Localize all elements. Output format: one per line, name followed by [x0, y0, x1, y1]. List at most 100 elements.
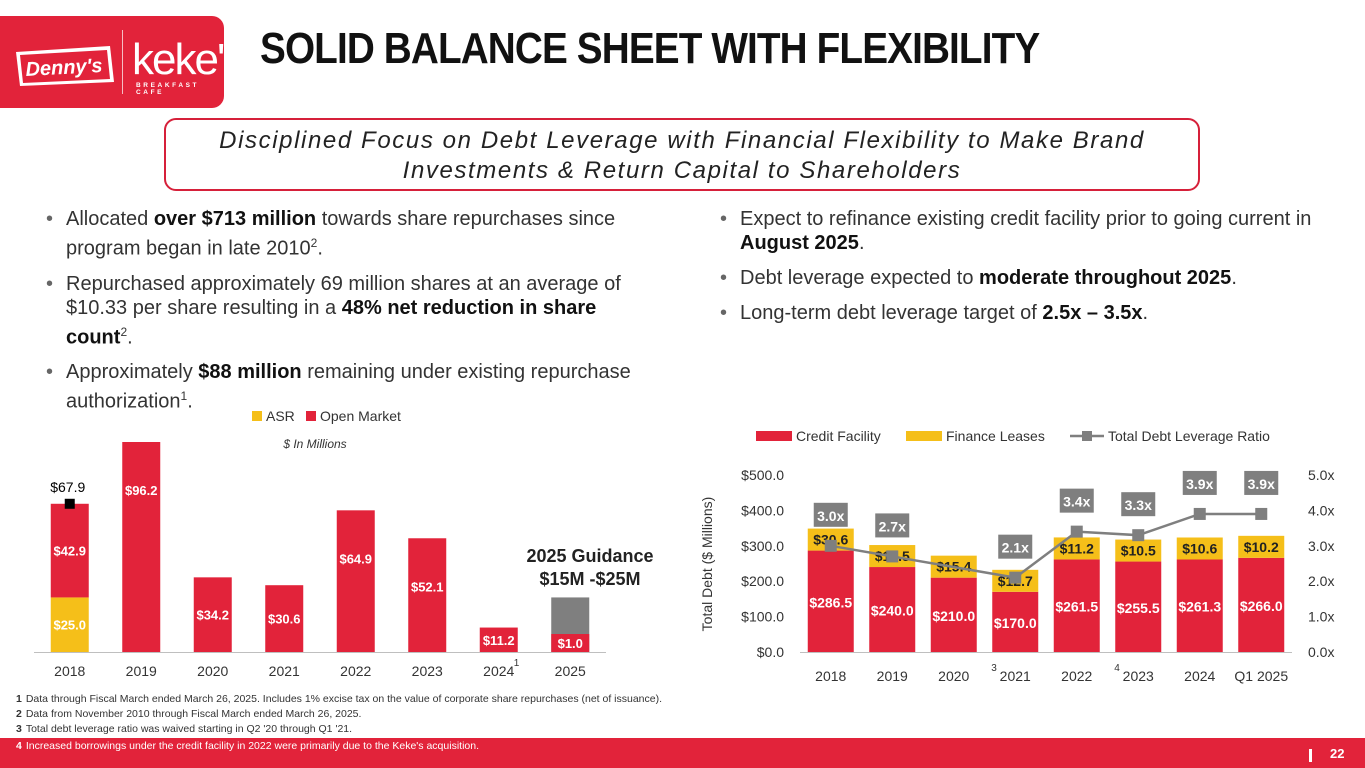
bar-open-market — [479, 627, 518, 652]
legend-swatch-finance-leases — [906, 431, 942, 441]
data-label-finance-leases: $11.2 — [1060, 540, 1094, 556]
data-label-open-market: $64.9 — [339, 551, 372, 566]
bar-credit-facility — [807, 550, 854, 652]
leverage-ratio-marker — [1193, 507, 1206, 520]
y-tick-label: $400.0 — [741, 502, 784, 518]
guidance-line-1: 2025 Guidance — [526, 546, 654, 566]
y-tick-label: $300.0 — [741, 538, 784, 554]
leverage-label-box — [813, 502, 848, 527]
data-label-open-market: $30.6 — [268, 612, 301, 627]
bar-credit-facility — [1238, 557, 1285, 652]
leverage-label-box — [1121, 492, 1156, 517]
data-label-finance-leases: $10.5 — [1121, 543, 1156, 559]
page-number: 22 — [1330, 746, 1345, 761]
banner-line-1: Disciplined Focus on Debt Leverage with … — [219, 127, 1145, 154]
chart-subtitle: $ In Millions — [282, 437, 346, 451]
x-tick-label: 2020 — [197, 663, 228, 679]
leverage-label-box — [875, 513, 910, 538]
bar-credit-facility — [992, 591, 1039, 652]
data-label-finance-leases: $10.2 — [1244, 539, 1279, 555]
y2-tick-label: 1.0x — [1308, 609, 1334, 625]
data-label-leverage-ratio: 2.7x — [879, 518, 906, 534]
bar-credit-facility — [1115, 561, 1162, 652]
data-label-finance-leases: $30.6 — [813, 532, 848, 548]
bar-credit-facility — [869, 567, 916, 652]
footer-accent-mark — [1309, 749, 1312, 762]
bullet-item: Allocated over $713 million towards shar… — [46, 207, 666, 261]
y-axis-title: Total Debt ($ Millions) — [699, 497, 715, 632]
x-tick-label: 2021 — [269, 663, 300, 679]
data-label-credit-facility: $266.0 — [1240, 598, 1283, 614]
data-label-credit-facility: $261.5 — [1055, 599, 1098, 615]
bar-open-market — [551, 634, 590, 652]
data-label-leverage-ratio: 3.9x — [1186, 476, 1213, 492]
x-tick-label: 2019 — [877, 668, 908, 684]
leverage-label-box — [998, 534, 1033, 559]
data-label-open-market: $1.0 — [558, 636, 583, 651]
data-label-asr: $25.0 — [53, 618, 86, 633]
data-label-leverage-ratio: 3.9x — [1248, 476, 1275, 492]
bar-credit-facility — [1176, 559, 1223, 652]
kekes-logo-subtext: BREAKFAST CAFE — [136, 82, 200, 96]
legend-label-leverage-ratio: Total Debt Leverage Ratio — [1108, 428, 1270, 444]
dennys-logo-text: Denny's — [25, 55, 103, 81]
legend-label-open-market: Open Market — [320, 408, 401, 424]
data-label-leverage-ratio: 3.3x — [1125, 497, 1152, 513]
x-tick-label: 2024 — [1184, 668, 1215, 684]
x-tick-label: 2020 — [938, 668, 969, 684]
data-label-leverage-ratio: 3.4x — [1063, 494, 1090, 510]
guidance-callout: 2025 Guidance $15M -$25M — [520, 545, 660, 591]
bullet-item: Long-term debt leverage target of 2.5x –… — [720, 301, 1320, 325]
x-tick-footnote: 4 — [1114, 663, 1120, 674]
data-label-open-market: $96.2 — [125, 483, 158, 498]
bar-finance-leases — [1176, 537, 1223, 560]
data-label-leverage-ratio: 3.0x — [817, 508, 844, 524]
y2-tick-label: 5.0x — [1308, 467, 1334, 483]
y2-tick-label: 0.0x — [1308, 644, 1334, 660]
data-label-open-market: $11.2 — [483, 633, 515, 648]
bar-open-market — [50, 503, 89, 598]
bar-open-market — [408, 538, 447, 652]
page-title: SOLID BALANCE SHEET WITH FLEXIBILITY — [260, 24, 1040, 73]
x-tick-label: 2019 — [126, 663, 157, 679]
kekes-logo-text: keke's — [132, 35, 245, 84]
dennys-logo: Denny's — [16, 46, 114, 86]
bullet-item: Expect to refinance existing credit faci… — [720, 207, 1320, 255]
x-tick-footnote: 1 — [514, 658, 520, 669]
leverage-ratio-marker — [824, 539, 837, 552]
bullet-item: Approximately $88 million remaining unde… — [46, 360, 666, 414]
bar-credit-facility — [930, 577, 977, 652]
data-label-credit-facility: $261.3 — [1178, 599, 1221, 615]
data-label-open-market: $52.1 — [411, 579, 444, 594]
leverage-ratio-marker — [1132, 529, 1145, 542]
legend-label-credit-facility: Credit Facility — [796, 428, 881, 444]
total-marker — [64, 498, 75, 509]
leverage-label-box — [1244, 470, 1279, 495]
x-tick-label: Q1 2025 — [1234, 668, 1288, 684]
data-label-credit-facility: $255.5 — [1117, 600, 1160, 616]
bar-finance-leases — [1238, 535, 1285, 558]
highlight-banner: Disciplined Focus on Debt Leverage with … — [164, 118, 1200, 191]
bar-open-market — [336, 510, 375, 652]
x-tick-label: 2018 — [54, 663, 85, 679]
x-tick-label: 2023 — [1123, 668, 1154, 684]
bar-open-market — [193, 577, 232, 652]
guidance-line-2: $15M -$25M — [539, 569, 641, 589]
leverage-ratio-marker — [1255, 507, 1268, 520]
leverage-label-box — [1182, 470, 1217, 495]
legend-label-finance-leases: Finance Leases — [946, 428, 1045, 444]
footnote: 3 Total debt leverage ratio was waived st… — [16, 723, 353, 735]
bar-finance-leases — [1115, 539, 1162, 562]
x-tick-label: 2018 — [815, 668, 846, 684]
bar-open-market — [265, 585, 304, 652]
legend-swatch-credit-facility — [756, 431, 792, 441]
footnote: 4 Increased borrowings under the credit f… — [16, 740, 479, 752]
x-tick-label: 2025 — [555, 663, 586, 679]
x-tick-label: 2022 — [1061, 668, 1092, 684]
brand-logo-block: Denny's keke's BREAKFAST CAFE — [0, 16, 245, 108]
data-label-credit-facility: $240.0 — [871, 603, 914, 619]
data-label-credit-facility: $286.5 — [809, 594, 852, 610]
data-label-credit-facility: $210.0 — [932, 608, 975, 624]
legend-marker-leverage-ratio — [1082, 431, 1092, 441]
